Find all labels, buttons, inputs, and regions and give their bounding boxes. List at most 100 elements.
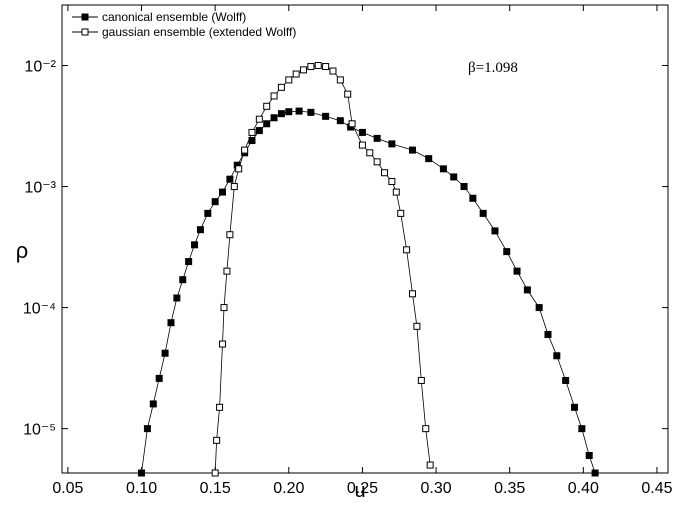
marker xyxy=(570,403,578,411)
marker xyxy=(314,61,322,69)
marker xyxy=(544,330,552,338)
x-axis-label: u xyxy=(354,480,365,502)
marker xyxy=(450,173,458,181)
plot-frame xyxy=(61,4,669,474)
marker xyxy=(397,209,405,217)
marker xyxy=(585,451,593,459)
marker xyxy=(248,128,256,136)
marker xyxy=(277,83,285,91)
marker xyxy=(523,286,531,294)
marker xyxy=(329,67,337,75)
marker xyxy=(285,108,293,116)
marker xyxy=(388,140,396,148)
marker xyxy=(439,165,447,173)
marker xyxy=(263,102,271,110)
marker xyxy=(417,376,425,384)
x-tick-label: 0.40 xyxy=(568,480,599,497)
marker xyxy=(336,117,344,125)
marker xyxy=(491,227,499,235)
marker xyxy=(392,188,400,196)
marker xyxy=(426,461,434,469)
marker xyxy=(211,469,219,477)
marker xyxy=(179,276,187,284)
marker xyxy=(422,425,430,433)
marker xyxy=(513,267,521,275)
marker xyxy=(196,226,204,234)
marker xyxy=(255,115,263,123)
marker xyxy=(307,108,315,116)
marker xyxy=(219,188,227,196)
marker xyxy=(322,63,330,71)
marker xyxy=(408,290,416,298)
x-tick-label: 0.20 xyxy=(273,480,304,497)
marker xyxy=(295,107,303,115)
y-tick-label: 10⁻² xyxy=(24,58,56,75)
marker xyxy=(167,319,175,327)
x-tick-label: 0.35 xyxy=(494,480,525,497)
marker xyxy=(263,120,271,128)
y-tick-label: 10⁻⁴ xyxy=(23,301,56,318)
marker xyxy=(241,146,249,154)
marker xyxy=(149,400,157,408)
marker xyxy=(413,322,421,330)
annotation: β=1.098 xyxy=(468,60,518,76)
x-tick-label: 0.15 xyxy=(200,480,231,497)
y-axis-label: ρ xyxy=(16,238,29,263)
x-tick-label: 0.05 xyxy=(52,480,83,497)
marker xyxy=(223,267,231,275)
legend-marker xyxy=(81,13,89,21)
marker xyxy=(562,376,570,384)
marker xyxy=(408,146,416,154)
y-tick-label: 10⁻⁵ xyxy=(23,422,56,439)
x-tick-label: 0.45 xyxy=(641,480,672,497)
marker xyxy=(219,340,227,348)
marker xyxy=(348,120,356,128)
marker xyxy=(191,241,199,249)
legend-label: gaussian ensemble (extended Wolff) xyxy=(102,25,296,39)
marker xyxy=(553,352,561,360)
marker xyxy=(255,127,263,135)
marker xyxy=(226,231,234,239)
marker xyxy=(373,158,381,166)
marker xyxy=(216,403,224,411)
legend-label: canonical ensemble (Wolff) xyxy=(102,10,246,24)
marker xyxy=(358,141,366,149)
marker xyxy=(300,66,308,74)
marker xyxy=(211,198,219,206)
marker xyxy=(220,304,228,312)
marker xyxy=(460,183,468,191)
marker xyxy=(322,112,330,120)
marker xyxy=(307,63,315,71)
marker xyxy=(155,374,163,382)
marker xyxy=(578,425,586,433)
marker xyxy=(373,134,381,142)
marker xyxy=(344,90,352,98)
marker xyxy=(270,114,278,122)
marker xyxy=(388,178,396,186)
marker xyxy=(173,294,181,302)
marker xyxy=(403,246,411,254)
marker xyxy=(138,469,146,477)
marker xyxy=(479,209,487,217)
marker xyxy=(213,436,221,444)
marker xyxy=(425,155,433,163)
marker xyxy=(381,169,389,177)
x-tick-label: 0.10 xyxy=(126,480,157,497)
marker xyxy=(366,149,374,157)
marker xyxy=(204,209,212,217)
marker xyxy=(143,425,151,433)
marker xyxy=(292,70,300,78)
y-tick-label: 10⁻³ xyxy=(24,180,56,197)
marker xyxy=(535,304,543,312)
marker xyxy=(270,92,278,100)
marker xyxy=(277,110,285,118)
marker xyxy=(336,76,344,84)
series-line xyxy=(214,65,431,474)
marker xyxy=(285,76,293,84)
marker xyxy=(358,128,366,136)
marker xyxy=(230,183,238,191)
x-tick-label: 0.30 xyxy=(420,480,451,497)
marker xyxy=(591,469,599,477)
marker xyxy=(185,258,193,266)
